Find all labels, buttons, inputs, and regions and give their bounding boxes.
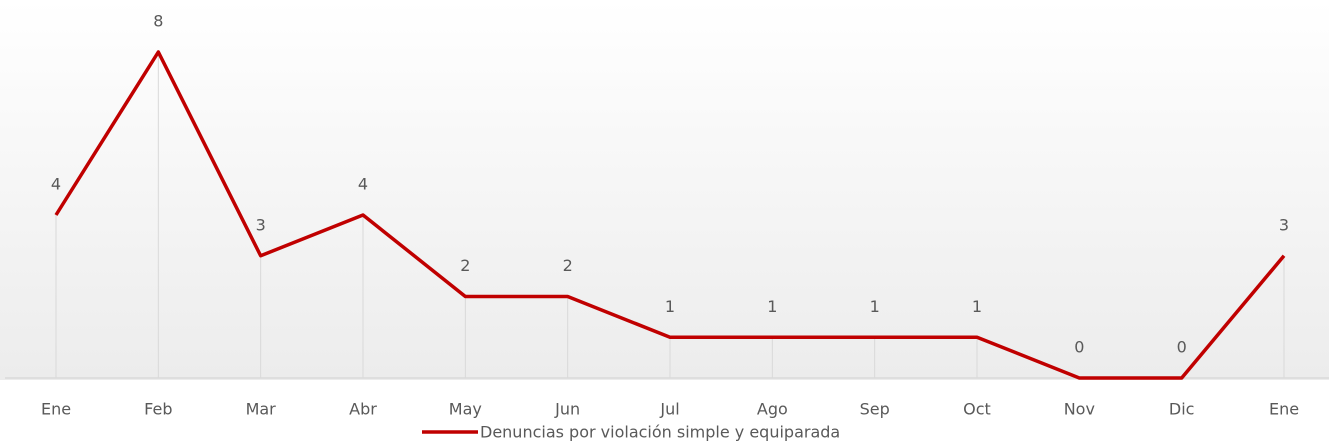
x-tick-label: Oct <box>963 400 991 419</box>
data-label: 1 <box>767 297 777 316</box>
data-label: 4 <box>358 175 368 194</box>
x-tick-label: Ago <box>757 400 788 419</box>
x-tick-label: Jul <box>659 400 679 419</box>
x-tick-label: Ene <box>41 400 71 419</box>
data-label: 0 <box>1074 338 1084 357</box>
data-label: 2 <box>460 256 470 275</box>
data-label: 1 <box>665 297 675 316</box>
x-tick-label: Sep <box>860 400 890 419</box>
series-line <box>54 50 1286 380</box>
x-tick-label: Ene <box>1269 400 1299 419</box>
data-label: 1 <box>972 297 982 316</box>
data-label: 2 <box>563 256 573 275</box>
x-tick-label: Feb <box>144 400 172 419</box>
plot-background <box>0 0 1329 380</box>
data-label: 3 <box>1279 215 1289 234</box>
x-tick-label: Dic <box>1169 400 1195 419</box>
data-label: 4 <box>51 175 61 194</box>
x-tick-label: Abr <box>349 400 377 419</box>
data-label: 8 <box>153 12 163 31</box>
x-tick-label: May <box>449 400 482 419</box>
x-tick-label: Jun <box>554 400 580 419</box>
data-label: 1 <box>870 297 880 316</box>
data-label: 0 <box>1177 338 1187 357</box>
data-label: 3 <box>256 215 266 234</box>
x-tick-label: Mar <box>246 400 277 419</box>
x-tick-label: Nov <box>1064 400 1095 419</box>
legend-label: Denuncias por violación simple y equipar… <box>480 423 840 442</box>
